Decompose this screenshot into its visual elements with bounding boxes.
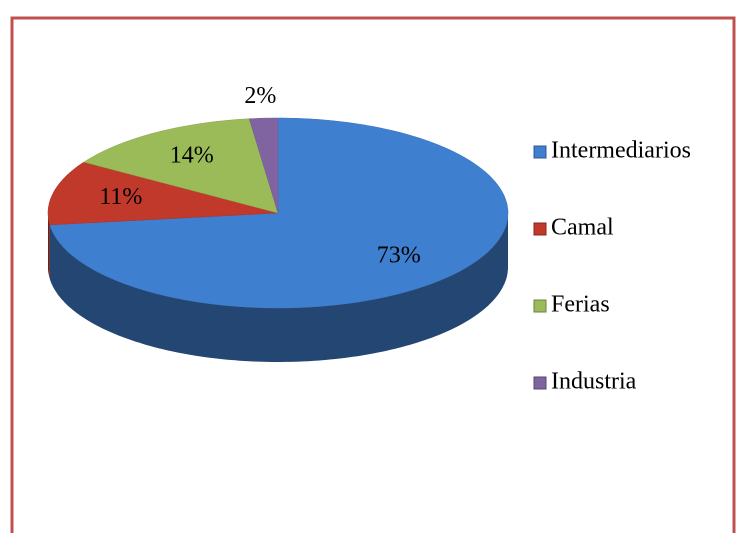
slice [47,161,279,226]
slice [49,117,509,309]
data-label: 2% [244,83,276,109]
legend-swatch [533,222,547,236]
slice [83,118,279,214]
slice-side [49,213,509,362]
legend-swatch [533,299,547,313]
legend-swatch [533,145,547,159]
legend-swatch [533,376,547,390]
data-label: 11% [99,184,142,210]
data-label: 14% [170,142,214,168]
data-label: 73% [377,242,421,268]
slice [248,117,279,214]
legend-label: Industria [551,369,637,395]
legend-label: Camal [551,215,614,241]
legend-label: Ferias [551,292,610,318]
legend-label: Intermediarios [551,138,691,164]
slice-side [48,213,50,279]
